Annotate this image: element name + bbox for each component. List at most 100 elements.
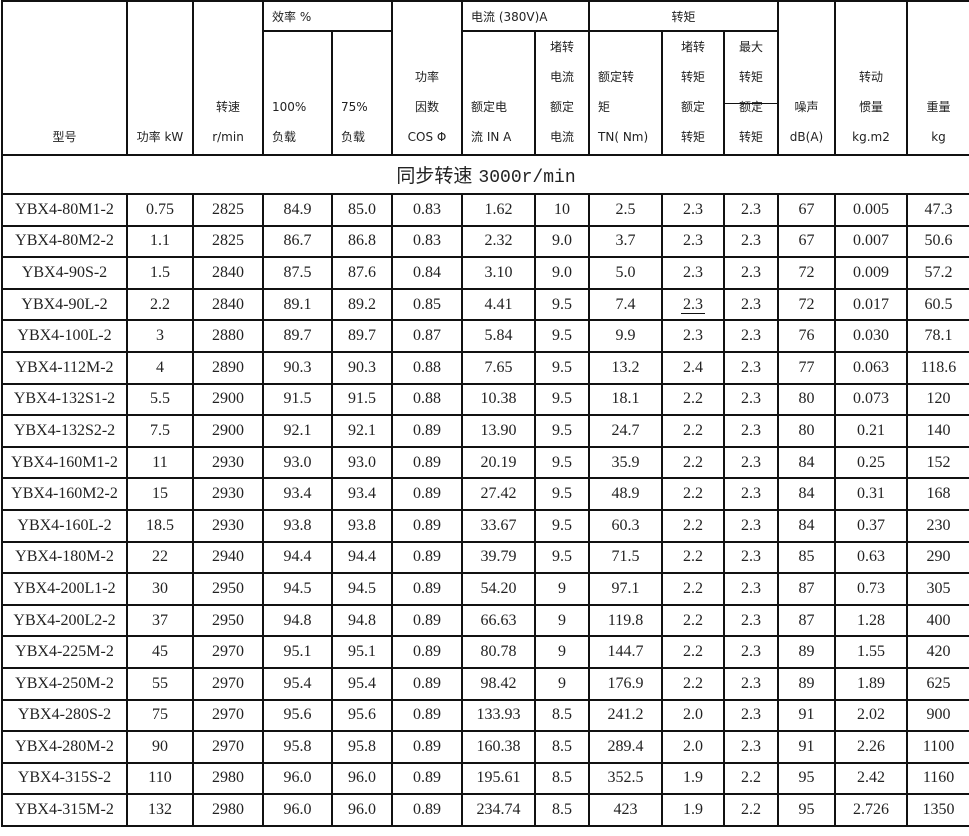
cell-value: 94.5	[348, 579, 376, 597]
cell-value: 2.3	[741, 516, 762, 534]
cell-value: 2.3	[741, 263, 762, 281]
cell-value: 80	[798, 390, 815, 408]
cell-value: 72	[798, 295, 815, 313]
cell-value: 2825	[212, 200, 244, 218]
cell-value: 0.75	[146, 200, 174, 218]
cell-value: 1.89	[857, 674, 886, 692]
header-line: 重量	[926, 100, 951, 114]
cell-rated-current: 27.42	[461, 477, 536, 511]
cell-value: 1.5	[150, 263, 170, 281]
cell-value: 230	[926, 516, 951, 534]
cell-value: 0.87	[413, 327, 441, 345]
cell-value: 97.1	[611, 579, 640, 597]
cell-max-torque: 2.2	[723, 793, 780, 827]
cell-eff-75: 87.6	[331, 256, 393, 290]
cell-model: YBX4-280S-2	[1, 698, 128, 733]
cell-eff-75: 92.1	[331, 414, 393, 448]
cell-rated-current: 1.62	[461, 193, 536, 227]
cell-value: 0.009	[853, 263, 890, 281]
cell-rated-current: 133.93	[461, 698, 536, 733]
cell-weight: 78.1	[906, 319, 969, 353]
cell-value: 2970	[212, 674, 244, 692]
cell-value: 76	[798, 327, 815, 345]
cell-value: 95.4	[348, 674, 376, 692]
cell-value: 55	[152, 674, 168, 692]
cell-value: 9.5	[552, 327, 572, 345]
cell-power-factor: 0.85	[391, 287, 463, 322]
cell-max-torque: 2.3	[723, 730, 780, 764]
cell-max-torque: 2.3	[723, 698, 780, 733]
cell-value: 20.19	[480, 453, 517, 471]
cell-value: 48.9	[611, 485, 640, 503]
cell-rated-torque: 71.5	[588, 540, 664, 575]
cell-power: 18.5	[126, 508, 194, 543]
table-row: YBX4-160M2-2 15 2930 93.4 93.4 0.89 27.42 9.5 48…	[1, 477, 969, 511]
cell-max-torque: 2.3	[723, 445, 780, 480]
cell-rated-current: 66.63	[461, 603, 536, 638]
cell-eff-100: 96.0	[262, 761, 333, 796]
cell-eff-75: 93.0	[331, 445, 393, 480]
cell-locked-torque: 2.3	[661, 193, 726, 227]
cell-weight: 120	[906, 382, 969, 417]
cell-model: YBX4-200L2-2	[1, 603, 128, 638]
cell-value: 33.67	[480, 516, 517, 534]
cell-noise: 87	[777, 572, 837, 606]
cell-value: 2.3	[741, 737, 762, 755]
cell-power-factor: 0.89	[391, 445, 463, 480]
cell-value: 168	[926, 485, 951, 503]
cell-value: 900	[926, 706, 951, 724]
cell-rated-torque: 35.9	[588, 445, 664, 480]
cell-value: 96.0	[348, 769, 376, 787]
header-power-factor: 功率 因数 COS Φ	[391, 0, 463, 156]
cell-inertia: 2.726	[834, 793, 909, 827]
cell-rated-torque: 176.9	[588, 666, 664, 701]
cell-value: YBX4-315M-2	[15, 801, 114, 819]
cell-rated-torque: 97.1	[588, 572, 664, 606]
cell-inertia: 0.009	[834, 256, 909, 290]
cell-value: 2.3	[681, 295, 706, 314]
cell-value: 2.726	[853, 801, 890, 819]
cell-value: YBX4-280M-2	[15, 737, 114, 755]
cell-value: 1.55	[857, 643, 886, 661]
cell-eff-75: 95.6	[331, 698, 393, 733]
cell-max-torque: 2.3	[723, 256, 780, 290]
cell-value: 85.0	[348, 200, 376, 218]
cell-value: 84.9	[283, 200, 312, 218]
cell-rated-torque: 241.2	[588, 698, 664, 733]
header-line: 100%	[272, 100, 307, 114]
header-line: 转速	[215, 100, 240, 114]
cell-value: 5.5	[150, 390, 170, 408]
cell-weight: 400	[906, 603, 969, 638]
cell-speed: 2890	[192, 350, 264, 385]
cell-value: 2.3	[741, 611, 762, 629]
cell-inertia: 0.37	[834, 508, 909, 543]
cell-noise: 91	[777, 730, 837, 764]
cell-value: 0.89	[413, 453, 441, 471]
cell-speed: 2970	[192, 666, 264, 701]
cell-noise: 85	[777, 540, 837, 575]
cell-rated-current: 20.19	[461, 445, 536, 480]
cell-eff-75: 94.4	[331, 540, 393, 575]
header-noise: 噪声 dB(A)	[777, 0, 837, 156]
cell-inertia: 0.017	[834, 287, 909, 322]
cell-value: 2.3	[741, 232, 762, 250]
cell-model: YBX4-132S1-2	[1, 382, 128, 417]
cell-value: 89	[798, 674, 815, 692]
cell-rated-torque: 7.4	[588, 287, 664, 322]
cell-value: 120	[926, 390, 951, 408]
cell-power: 55	[126, 666, 194, 701]
cell-model: YBX4-132S2-2	[1, 414, 128, 448]
cell-value: 2.42	[857, 769, 886, 787]
cell-model: YBX4-200L1-2	[1, 572, 128, 606]
cell-weight: 1160	[906, 761, 969, 796]
cell-locked-current: 9	[533, 635, 591, 669]
cell-value: 290	[926, 548, 951, 566]
cell-value: 95.1	[283, 643, 312, 661]
table-row: YBX4-132S2-2 7.5 2900 92.1 92.1 0.89 13.90 9.5 2…	[1, 414, 969, 448]
cell-locked-current: 9	[533, 603, 591, 638]
cell-value: 2.0	[683, 737, 704, 755]
header-line: 额定	[739, 100, 764, 114]
cell-value: 66.63	[480, 611, 517, 629]
cell-value: 0.89	[413, 485, 441, 503]
